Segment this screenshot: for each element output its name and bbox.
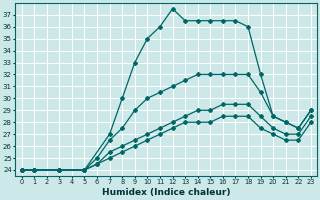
X-axis label: Humidex (Indice chaleur): Humidex (Indice chaleur) <box>102 188 230 197</box>
